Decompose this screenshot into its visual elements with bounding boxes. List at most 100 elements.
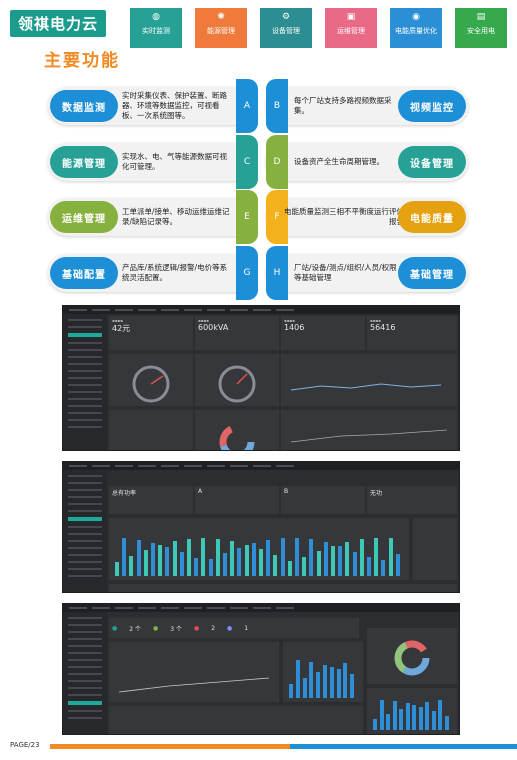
bottom-panel xyxy=(109,584,457,592)
bar-mark xyxy=(230,540,235,576)
nav-tile-device[interactable]: ⚙ 设备管理 xyxy=(260,8,312,48)
screenshot-energy: 总有功率 A B 无功 xyxy=(62,461,460,593)
bar-mark xyxy=(136,539,141,576)
kpi-card: ▪▪▪▪ 600kVA xyxy=(195,316,279,350)
bar-mark xyxy=(302,556,307,576)
bar-mark xyxy=(309,661,314,698)
bar-mark xyxy=(244,544,249,576)
bar-mark xyxy=(215,538,220,576)
bar-mark xyxy=(388,538,393,576)
kpi-label: A xyxy=(198,488,203,495)
feature-title: 基础配置 xyxy=(50,257,118,289)
brand-logo: 领祺电力云 xyxy=(10,10,107,37)
bar-mark xyxy=(251,543,256,576)
bar-mark xyxy=(223,553,227,576)
feature-title: 电能质量 xyxy=(398,201,466,233)
gauge-icon xyxy=(132,365,170,403)
nav-label: 能源管理 xyxy=(207,26,235,35)
donut-chart-icon xyxy=(219,424,255,450)
bar-mark xyxy=(395,554,400,576)
kpi-card: ▪▪▪▪ 56416 xyxy=(367,316,457,350)
nav-tile-energy[interactable]: ✺ 能源管理 xyxy=(195,8,247,48)
gauge-panel xyxy=(195,354,279,406)
bar-mark xyxy=(259,549,263,576)
donut-chart-icon xyxy=(394,640,430,676)
line-chart-panel xyxy=(281,354,457,406)
bar-mark xyxy=(165,547,170,576)
feature-title: 运维管理 xyxy=(50,201,118,233)
bar-mark xyxy=(237,547,242,576)
trend-chart-icon xyxy=(290,429,448,443)
kpi-value: 1406 xyxy=(284,323,305,332)
bar-mark xyxy=(194,558,199,576)
nav-label: 实时监测 xyxy=(142,26,170,35)
bar-mark xyxy=(323,542,328,576)
nav-label: 安全用电 xyxy=(467,26,495,35)
stat-dot-icon: ● xyxy=(152,624,159,632)
kpi-value: 56416 xyxy=(370,323,396,332)
bar-mark xyxy=(287,561,292,576)
bar-mark xyxy=(323,664,327,698)
feature-row-2: 能源管理 实现水、电、气等能源数据可视化可管理。 C D 设备资产全生命周期管理… xyxy=(48,135,468,189)
kpi-label: 无功 xyxy=(370,490,383,497)
bar-mark xyxy=(187,538,191,576)
bar-mark xyxy=(172,541,177,576)
bar-mark xyxy=(386,713,390,730)
nav-tile-quality[interactable]: ◉ 电能质量优化 xyxy=(390,8,442,48)
kpi-card: ▪▪▪▪ 1406 xyxy=(281,316,365,350)
bar-mark xyxy=(431,711,436,730)
gauge-icon xyxy=(218,365,256,403)
bar-mark xyxy=(295,660,300,698)
bar-mark xyxy=(399,709,403,730)
trend-panel xyxy=(281,410,457,450)
kpi-card: 总有功率 xyxy=(109,486,193,514)
feature-desc: 每个厂站支持多路视频数据采集。 xyxy=(294,95,392,115)
kpi-label: 总有功率 xyxy=(112,490,137,497)
bar-mark xyxy=(151,542,155,576)
nav-tile-safety[interactable]: ▤ 安全用电 xyxy=(455,8,507,48)
bar-mark xyxy=(179,552,184,576)
footer-bar xyxy=(50,744,517,749)
bar-mark xyxy=(438,700,442,730)
feature-desc: 工单派单/接单、移动运维运维记录/缺陷记录等。 xyxy=(122,206,230,226)
feature-row-1: 数据监测 实时采集仪表、保护装置、断路器、环境等数据监控，可视看板、一次系统图等… xyxy=(48,79,468,133)
nav-label: 运维管理 xyxy=(337,26,365,35)
bar-mark xyxy=(343,663,348,698)
feature-letter: C xyxy=(236,135,258,189)
kpi-card: 无功 xyxy=(367,486,457,514)
stat-value: 2 xyxy=(211,624,216,632)
kpi-label: B xyxy=(284,488,289,495)
kpi-card: A xyxy=(195,486,279,514)
camera-icon: ◉ xyxy=(412,12,420,22)
feature-title: 视频监控 xyxy=(398,90,466,122)
section-title: 主要功能 xyxy=(44,51,120,71)
bar-mark xyxy=(158,545,163,576)
bar-mark xyxy=(352,551,357,576)
kpi-value: 600kVA xyxy=(198,323,229,332)
bar-mark xyxy=(295,538,299,576)
feature-nav: ◍ 实时监测 ✺ 能源管理 ⚙ 设备管理 ▣ 运维管理 ◉ 电能质量优化 ▤ 安… xyxy=(130,8,507,48)
feature-letter: E xyxy=(236,190,258,244)
nav-tile-monitor[interactable]: ◍ 实时监测 xyxy=(130,8,182,48)
bar-mark xyxy=(338,546,343,576)
feature-letter: D xyxy=(266,135,288,189)
donut-panel xyxy=(195,410,279,450)
screenshot-stats: ● 2 个 ● 3 个 ● 2 ● 1 xyxy=(62,603,460,735)
bar-chart-panel xyxy=(283,642,363,702)
bar-mark xyxy=(208,559,213,576)
nav-tile-ops[interactable]: ▣ 运维管理 xyxy=(325,8,377,48)
donut-panel xyxy=(367,628,457,684)
bar-mark xyxy=(302,677,307,698)
info-panel xyxy=(109,410,193,450)
globe-icon: ◍ xyxy=(152,12,160,22)
gauge-panel xyxy=(109,354,193,406)
bar-mark xyxy=(379,699,384,730)
bar-mark xyxy=(201,538,206,576)
line-chart-icon xyxy=(118,677,270,693)
kpi-card: B xyxy=(281,486,365,514)
feature-title: 数据监测 xyxy=(50,90,118,122)
bar-mark xyxy=(345,541,350,576)
bar-mark xyxy=(129,555,134,576)
briefcase-icon: ▣ xyxy=(346,12,356,22)
feature-desc: 产品库/系统逻辑/报警/电价等系统灵活配置。 xyxy=(122,262,228,282)
